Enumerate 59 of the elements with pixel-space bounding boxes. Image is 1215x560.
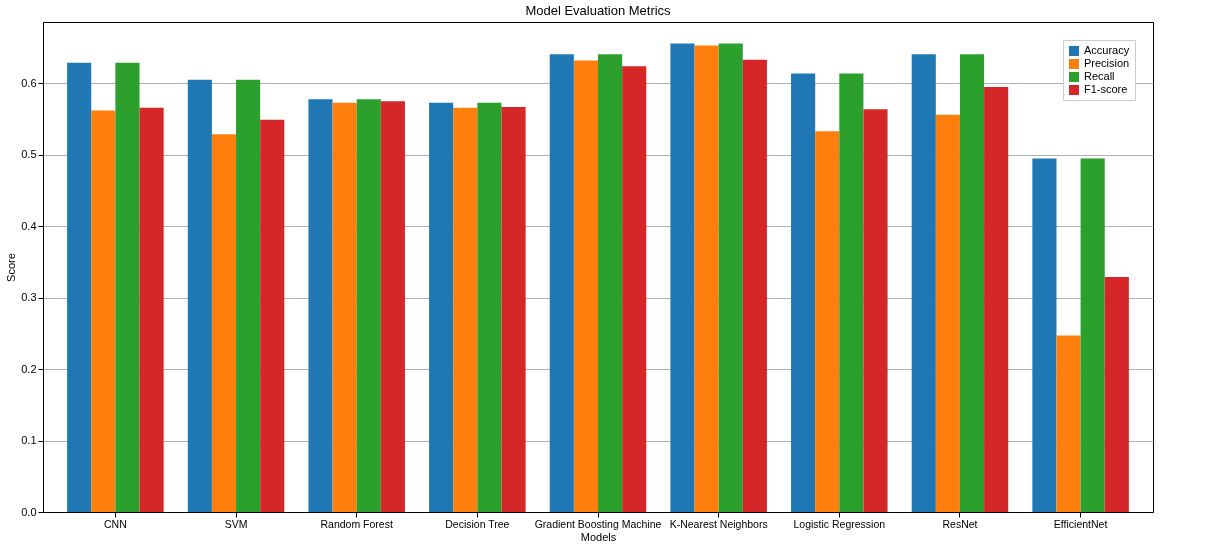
bar <box>1056 335 1081 512</box>
bar <box>670 43 695 512</box>
bar <box>67 62 92 512</box>
y-axis-title: Score <box>5 253 18 282</box>
x-tick-label: EfficientNet <box>1053 517 1108 530</box>
bar <box>380 101 405 512</box>
y-tick-label: 0.5 <box>21 148 37 161</box>
bar <box>453 107 478 512</box>
bar <box>959 54 985 512</box>
y-tick-label: 0.6 <box>21 76 37 89</box>
x-tick-label: SVM <box>224 517 248 530</box>
bar <box>115 62 140 512</box>
bar <box>863 109 888 512</box>
bar <box>573 60 598 512</box>
bar <box>815 131 840 512</box>
bar <box>1080 158 1105 512</box>
bar <box>742 59 767 512</box>
bar <box>91 110 116 512</box>
chart-title: Model Evaluation Metrics <box>525 3 672 18</box>
x-tick-label: Logistic Regression <box>793 517 886 530</box>
bar <box>718 43 743 512</box>
y-tick-label: 0.3 <box>21 291 37 304</box>
x-tick-label: Decision Tree <box>445 517 510 530</box>
legend-label: Accuracy <box>1084 44 1130 56</box>
bar <box>429 102 454 512</box>
y-tick-label: 0.4 <box>21 219 37 232</box>
bar <box>839 73 864 512</box>
bar <box>187 79 212 512</box>
bar <box>308 99 333 512</box>
bar <box>211 134 237 512</box>
bar <box>1032 158 1057 512</box>
bar <box>236 79 261 512</box>
x-tick-label: Random Forest <box>320 517 393 530</box>
x-tick-label: K-Nearest Neighbors <box>669 517 768 530</box>
bar <box>260 119 285 512</box>
y-tick-label: 0.2 <box>21 362 37 375</box>
x-axis-title: Models <box>580 531 617 543</box>
bar <box>477 102 502 512</box>
bar <box>139 107 164 512</box>
bar <box>332 102 357 512</box>
legend-label: Precision <box>1084 57 1130 69</box>
x-tick-label: ResNet <box>942 517 978 530</box>
bar <box>622 66 647 512</box>
y-tick-label: 0.0 <box>21 505 37 518</box>
bar <box>694 45 719 512</box>
legend-label: F1-score <box>1084 83 1128 95</box>
x-tick-label: Gradient Boosting Machine <box>534 517 662 530</box>
bar <box>984 87 1009 512</box>
bar <box>549 54 574 512</box>
bar <box>356 99 381 512</box>
bar <box>501 107 526 512</box>
x-tick-label: CNN <box>104 517 127 530</box>
y-tick-label: 0.1 <box>21 434 37 447</box>
bar <box>911 54 936 512</box>
bar <box>1104 277 1129 512</box>
bar <box>598 54 623 512</box>
bar <box>935 114 960 512</box>
bar <box>791 73 816 512</box>
legend-label: Recall <box>1084 70 1115 82</box>
